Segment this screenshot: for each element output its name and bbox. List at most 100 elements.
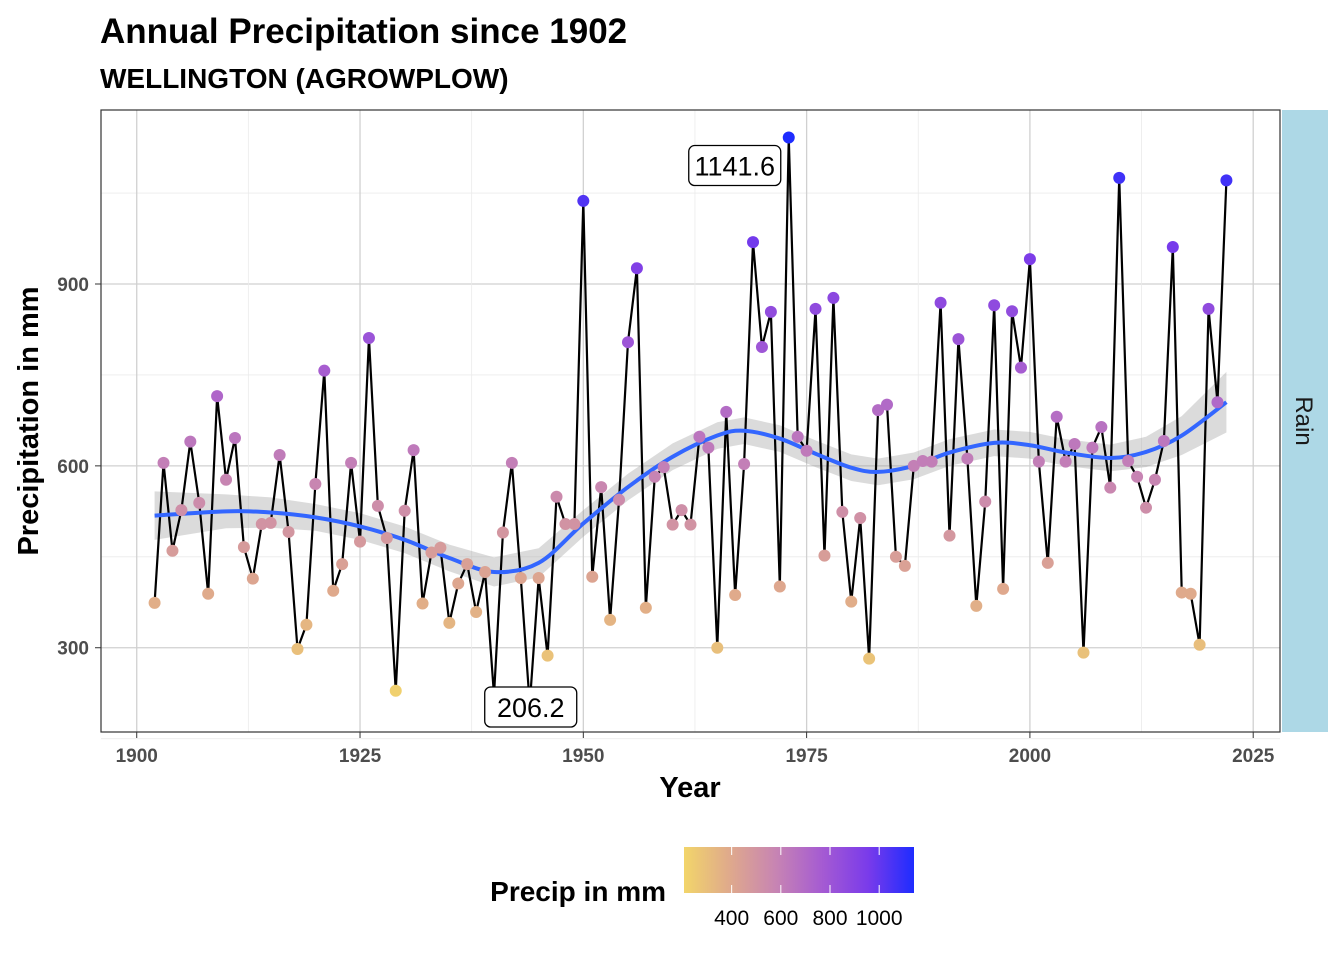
- x-axis-label: Year: [659, 772, 720, 804]
- data-point: [282, 525, 295, 538]
- data-point: [970, 599, 983, 612]
- data-point: [175, 504, 188, 517]
- data-point: [729, 588, 742, 601]
- data-point: [1023, 253, 1036, 266]
- data-point: [782, 131, 795, 144]
- data-point: [952, 333, 965, 346]
- data-point: [1157, 435, 1170, 448]
- data-point: [577, 194, 590, 207]
- data-point: [1140, 501, 1153, 514]
- data-point: [675, 504, 688, 517]
- data-point: [1095, 421, 1108, 434]
- data-point: [943, 529, 956, 542]
- data-point: [327, 584, 340, 597]
- data-point: [237, 541, 250, 554]
- data-point: [881, 398, 893, 411]
- data-point: [863, 652, 876, 665]
- data-point: [934, 296, 947, 309]
- data-point: [1006, 305, 1019, 318]
- data-point: [166, 544, 179, 557]
- data-point: [514, 572, 527, 585]
- chart-subtitle: WELLINGTON (AGROWPLOW): [100, 63, 509, 94]
- data-point: [354, 535, 367, 548]
- data-point: [434, 541, 447, 554]
- y-tick-label: 300: [57, 639, 89, 660]
- data-point: [1202, 302, 1215, 315]
- data-point: [300, 618, 313, 631]
- data-point: [157, 456, 170, 469]
- y-tick-label: 600: [57, 457, 89, 478]
- data-point: [1050, 410, 1063, 423]
- data-point: [443, 616, 456, 629]
- data-point: [309, 478, 322, 491]
- data-point: [907, 459, 920, 472]
- plot-border: [100, 109, 1281, 733]
- x-tick-label: 1925: [339, 746, 382, 767]
- data-point: [1220, 174, 1233, 187]
- data-point: [318, 364, 331, 377]
- legend-title: Precip in mm: [490, 876, 666, 907]
- data-point: [613, 493, 626, 506]
- data-point: [416, 597, 429, 610]
- data-point: [202, 587, 215, 600]
- data-point: [228, 431, 241, 444]
- legend-tick-label: 1000: [856, 907, 903, 930]
- data-point: [1122, 455, 1135, 468]
- data-point: [246, 572, 259, 585]
- data-point: [389, 684, 402, 697]
- annotations: 1141.6 206.2: [484, 144, 782, 728]
- data-point: [648, 470, 661, 483]
- data-point: [184, 435, 197, 448]
- data-point: [193, 496, 206, 509]
- data-lines: [153, 137, 1228, 705]
- data-point: [1211, 396, 1224, 409]
- data-point: [1131, 470, 1144, 483]
- data-point: [586, 570, 599, 583]
- data-point: [461, 558, 474, 571]
- data-point: [479, 565, 492, 578]
- data-point: [1104, 481, 1117, 494]
- smooth-line: [154, 400, 1228, 575]
- facet-label: Rain: [1290, 396, 1317, 445]
- data-point: [452, 577, 465, 590]
- data-point: [747, 236, 760, 249]
- data-point: [630, 262, 643, 275]
- data-point: [1014, 361, 1027, 374]
- data-point: [1184, 587, 1197, 600]
- data-point: [336, 558, 349, 571]
- data-point: [273, 448, 286, 461]
- data-point: [532, 572, 545, 585]
- data-point: [505, 456, 518, 469]
- data-point: [559, 518, 572, 531]
- data-point: [291, 642, 304, 655]
- data-point: [639, 601, 652, 614]
- data-point: [345, 456, 358, 469]
- y-tick-label: 900: [57, 275, 89, 296]
- data-point: [818, 549, 831, 562]
- data-point: [836, 505, 849, 518]
- x-tick-label: 1975: [785, 746, 828, 767]
- data-point: [997, 582, 1010, 595]
- data-point: [1032, 455, 1045, 468]
- data-point: [621, 336, 634, 349]
- data-point: [925, 455, 938, 468]
- data-point: [1193, 638, 1206, 651]
- data-point: [702, 441, 715, 454]
- data-point: [666, 518, 679, 531]
- data-point: [809, 302, 822, 315]
- data-point: [211, 390, 224, 403]
- data-point: [398, 504, 411, 517]
- data-point: [711, 641, 724, 654]
- data-point: [738, 458, 751, 471]
- data-point: [872, 404, 885, 417]
- data-point: [1068, 438, 1081, 451]
- data-point: [720, 405, 733, 418]
- precip-line: [153, 137, 1228, 705]
- data-point: [791, 430, 804, 443]
- data-point: [407, 444, 420, 457]
- data-point: [961, 452, 974, 465]
- data-point: [550, 490, 563, 503]
- data-point: [1166, 241, 1179, 254]
